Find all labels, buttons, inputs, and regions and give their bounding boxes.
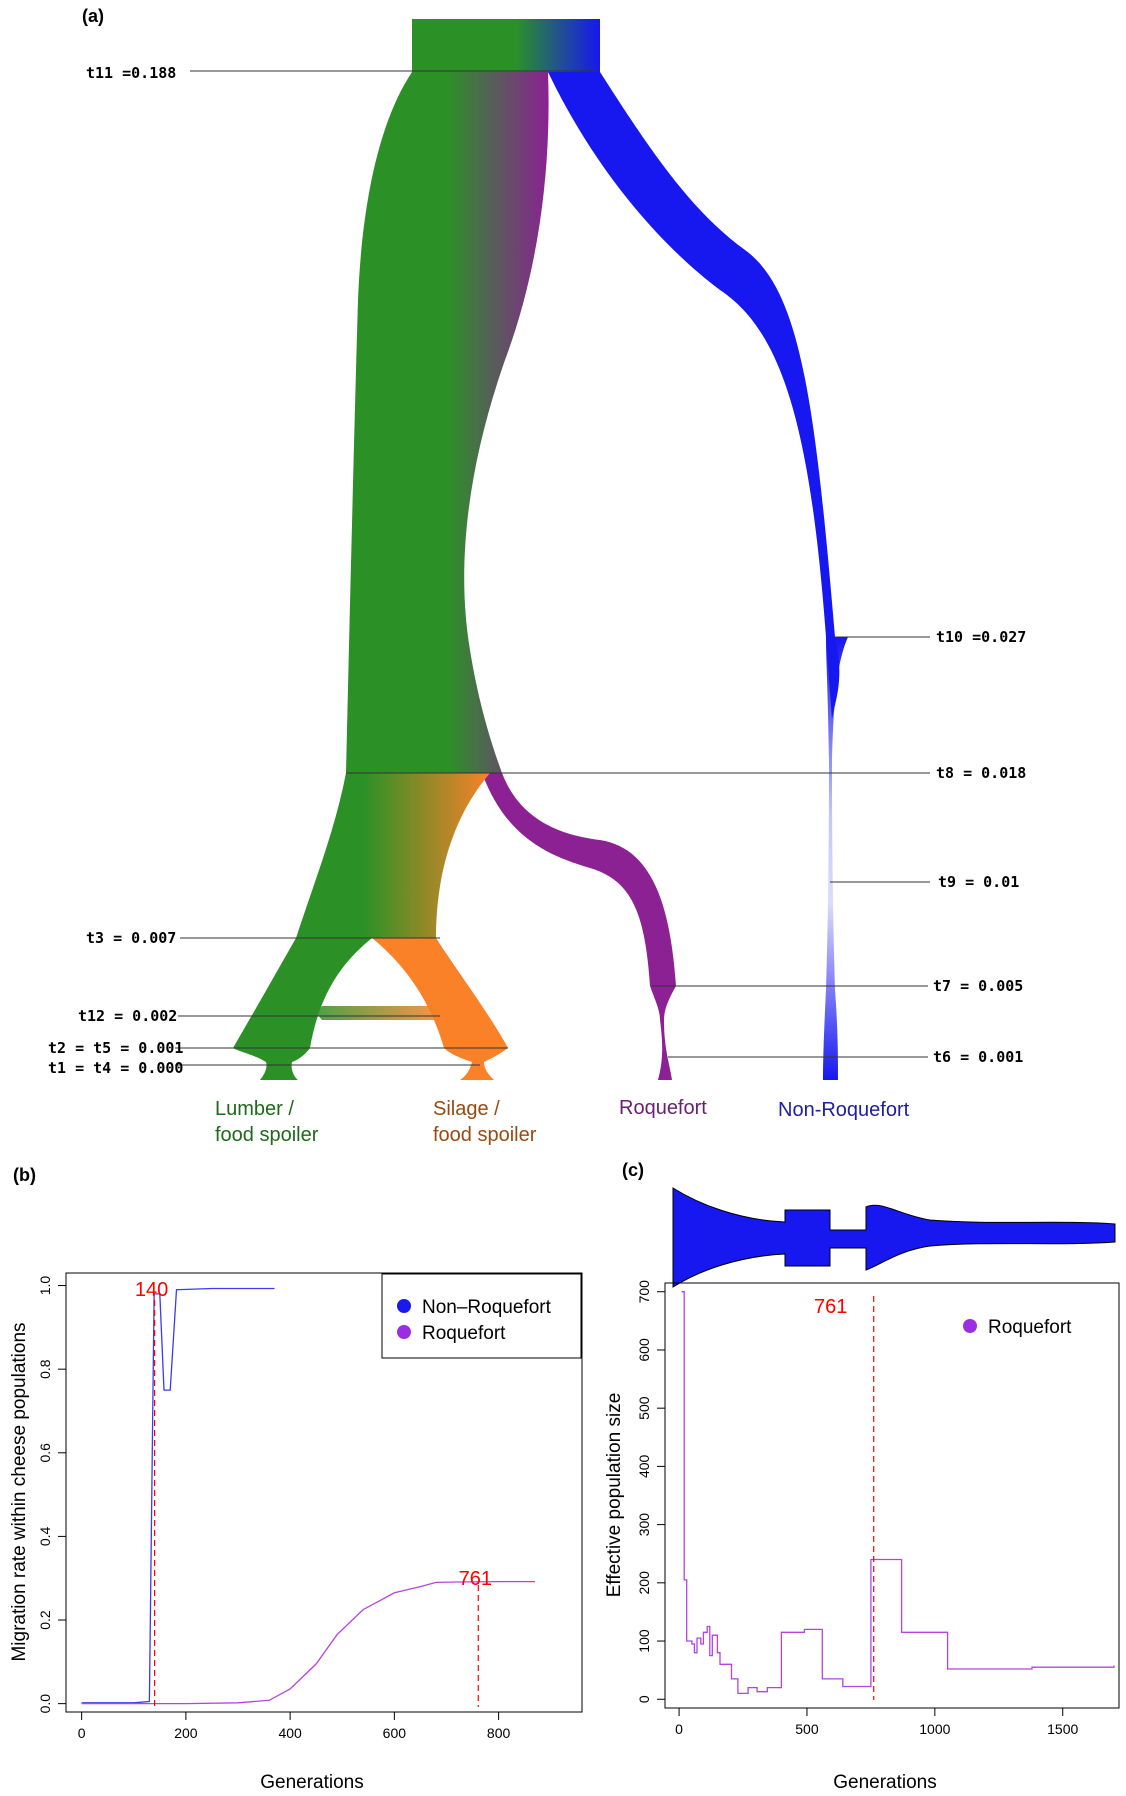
x-tick-label: 0: [675, 1721, 683, 1737]
panel-b-label: (b): [13, 1165, 36, 1185]
plot-b-frame: [65, 1272, 583, 1713]
ancestral-branch: [412, 19, 600, 72]
series-line-roquefort: [81, 1580, 536, 1705]
roquefort-branch: [482, 773, 676, 1080]
plot-c-frame: [664, 1282, 1120, 1709]
time-label-t12: t12 = 0.002: [78, 1007, 177, 1025]
x-tick-label: 400: [278, 1725, 302, 1741]
plot-b-xlabel: Generations: [260, 1772, 364, 1793]
nonroquefort-branch: [548, 72, 840, 720]
plot-b-legend: Non–Roquefort Roquefort: [381, 1273, 582, 1359]
plot-b-series: [81, 1287, 536, 1705]
time-label-t8: t8 = 0.018: [936, 764, 1026, 782]
x-tick-label: 600: [383, 1725, 407, 1741]
time-label-t11: t11 =0.188: [86, 64, 176, 82]
y-tick-label: 700: [636, 1280, 652, 1304]
legend-c-roquefort-label: Roquefort: [988, 1317, 1072, 1338]
plot-c-legend: Roquefort: [963, 1317, 1072, 1338]
y-tick-label: 0.4: [37, 1526, 53, 1546]
population-label-lumber-line2: food spoiler: [215, 1124, 319, 1146]
time-labels: t11 =0.188 t10 =0.027 t8 = 0.018 t9 = 0.…: [48, 64, 1026, 1077]
time-markers: [175, 70, 930, 1066]
annotation-label-761: 761: [459, 1568, 492, 1590]
plot-b-annotations: 140 761: [135, 1279, 492, 1707]
population-label-lumber-line1: Lumber /: [215, 1098, 294, 1120]
annotation-label-761: 761: [814, 1296, 847, 1318]
main-lineage-branch: [346, 72, 549, 773]
x-tick-label: 1500: [1047, 1721, 1078, 1737]
time-label-t6: t6 = 0.001: [933, 1048, 1023, 1066]
legend-nonroquefort-label: Non–Roquefort: [422, 1297, 552, 1318]
time-label-t3: t3 = 0.007: [86, 929, 176, 947]
plot-c-axes: 0 500 1000 1500 0 100 200 300 400 500 600 700: [636, 1280, 1079, 1737]
population-label-silage-line1: Silage /: [433, 1098, 500, 1120]
panel-b: (b) 0 200 400 600 800 0.0 0.2 0.4 0.6 0.8 1.0 140 7…: [9, 1165, 583, 1793]
plot-c-xlabel: Generations: [833, 1772, 937, 1793]
y-tick-label: 0.6: [37, 1443, 53, 1463]
legend-c-roquefort-marker: [963, 1319, 977, 1333]
lumber-silage-migration-band: [316, 1006, 440, 1020]
time-label-t7: t7 = 0.005: [933, 977, 1023, 995]
panel-a-label: (a): [82, 6, 104, 26]
y-tick-label: 500: [636, 1396, 652, 1420]
time-label-t10: t10 =0.027: [936, 628, 1026, 646]
silage-branch: [372, 938, 508, 1080]
x-tick-label: 1000: [919, 1721, 950, 1737]
panel-c: (c) 0 500 1000 1500 0 100 200 300 400 500 600 700 7…: [604, 1160, 1120, 1793]
population-size-shape: [672, 1187, 1116, 1288]
population-label-roquefort: Roquefort: [619, 1097, 707, 1119]
plot-c-annotations: 761: [814, 1296, 875, 1700]
legend-roquefort-marker: [397, 1325, 411, 1339]
tree-branches: [233, 19, 848, 1080]
x-tick-label: 500: [795, 1721, 819, 1737]
y-tick-label: 100: [636, 1629, 652, 1653]
population-label-nonroquefort: Non-Roquefort: [778, 1099, 910, 1121]
y-tick-label: 1.0: [37, 1276, 53, 1296]
y-tick-label: 400: [636, 1454, 652, 1478]
legend-roquefort-label: Roquefort: [422, 1323, 506, 1344]
series-line-non-roquefort: [81, 1287, 275, 1704]
panel-a: (a): [48, 6, 1026, 1146]
legend-nonroquefort-marker: [397, 1299, 411, 1313]
y-tick-label: 0.8: [37, 1359, 53, 1379]
y-tick-label: 300: [636, 1513, 652, 1537]
y-tick-label: 0.0: [37, 1694, 53, 1714]
x-tick-label: 200: [174, 1725, 198, 1741]
lumber-branch: [233, 938, 372, 1080]
panel-c-label: (c): [622, 1160, 644, 1180]
y-tick-label: 200: [636, 1571, 652, 1595]
plot-b-axes: 0 200 400 600 800 0.0 0.2 0.4 0.6 0.8 1.0: [37, 1276, 510, 1741]
y-tick-label: 0.2: [37, 1610, 53, 1630]
time-label-t1-t4: t1 = t4 = 0.000: [48, 1059, 183, 1077]
series-line-roquefort: [681, 1291, 1115, 1695]
nonroquefort-lower-branch: [823, 637, 848, 1080]
x-tick-label: 0: [78, 1725, 86, 1741]
time-label-t9: t9 = 0.01: [938, 873, 1019, 891]
x-tick-label: 800: [487, 1725, 511, 1741]
time-label-t2-t5: t2 = t5 = 0.001: [48, 1039, 183, 1057]
y-tick-label: 0: [636, 1695, 652, 1703]
population-label-silage-line2: food spoiler: [433, 1124, 537, 1146]
annotation-label-140: 140: [135, 1279, 168, 1301]
plot-b-ylabel: Migration rate within cheese populations: [9, 1322, 30, 1661]
plot-b-legend-box: [381, 1273, 582, 1359]
population-labels: Lumber / food spoiler Silage / food spoi…: [215, 1097, 910, 1146]
plot-c-series: [681, 1291, 1115, 1695]
y-tick-label: 600: [636, 1338, 652, 1362]
plot-c-ylabel: Effective population size: [604, 1393, 625, 1598]
lumber-silage-branch: [296, 773, 490, 938]
